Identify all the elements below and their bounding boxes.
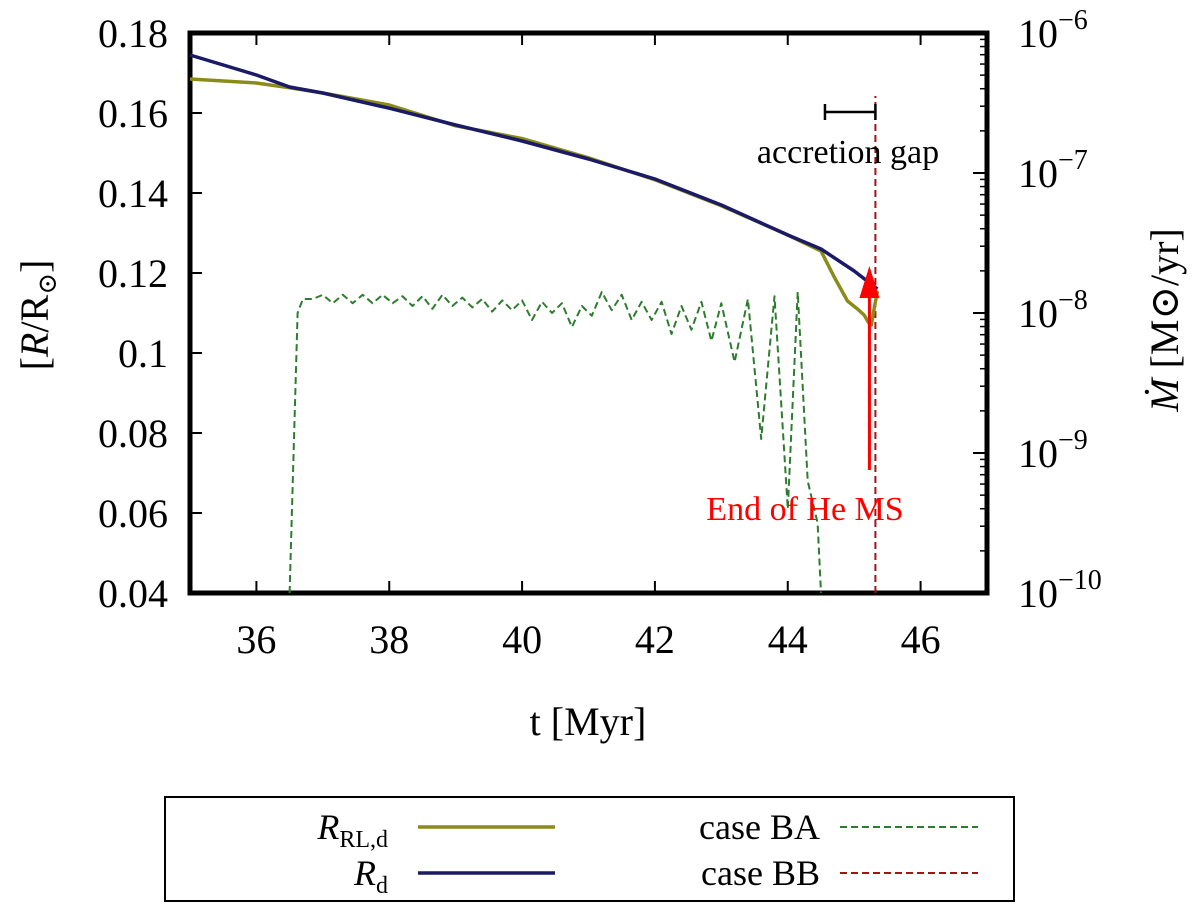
legend-label: case BB xyxy=(701,853,820,893)
y-left-tick-label: 0.06 xyxy=(98,491,168,536)
legend-label: Rd xyxy=(353,853,388,899)
x-tick-label: 42 xyxy=(635,617,675,662)
y-right-axis-label: Ṁ [M⊙/yr] xyxy=(1142,228,1187,412)
x-tick-label: 44 xyxy=(768,617,808,662)
plot-area: 36 38 40 42 44 46 0.04 0.06 0.08 0.1 0.12 0.14 0.16… xyxy=(98,5,1102,662)
x-tick-label: 38 xyxy=(369,617,409,662)
x-axis-label: t [Myr] xyxy=(530,699,647,744)
y-right-axis-ticks: 10−10 10−9 10−8 10−7 10−6 xyxy=(973,5,1102,616)
y-left-tick-label: 0.18 xyxy=(98,11,168,56)
y-right-tick-label: 10−7 xyxy=(1018,145,1088,196)
x-tick-label: 36 xyxy=(236,617,276,662)
legend: RRL,dRd case BA case BB xyxy=(164,796,1015,902)
y-left-tick-label: 0.12 xyxy=(98,251,168,296)
y-left-tick-label: 0.1 xyxy=(118,331,168,376)
x-axis-ticks: 36 38 40 42 44 46 xyxy=(236,33,941,662)
y-right-tick-label: 10−10 xyxy=(1018,565,1102,616)
y-left-axis-ticks: 0.04 0.06 0.08 0.1 0.12 0.14 0.16 0.18 xyxy=(98,11,202,616)
y-left-tick-label: 0.08 xyxy=(98,411,168,456)
y-right-tick-label: 10−9 xyxy=(1018,425,1088,476)
accretion-gap-annotation xyxy=(823,104,877,120)
accretion-gap-label: accretion gap xyxy=(757,134,939,171)
series-case-ba xyxy=(288,291,822,594)
legend-label: case BA xyxy=(699,807,820,847)
series-r-d xyxy=(189,53,879,291)
end-he-ms-label: End of He MS xyxy=(706,491,903,528)
y-left-axis-label: [R/R⊙] xyxy=(12,260,62,371)
y-right-tick-label: 10−8 xyxy=(1018,285,1088,336)
y-left-tick-label: 0.04 xyxy=(98,571,168,616)
x-tick-label: 40 xyxy=(502,617,542,662)
arrow-head xyxy=(859,266,880,298)
legend-label: RRL,d xyxy=(316,807,388,853)
x-tick-label: 46 xyxy=(901,617,941,662)
y-left-tick-label: 0.14 xyxy=(98,171,168,216)
y-left-tick-label: 0.16 xyxy=(98,91,168,136)
legend-box xyxy=(164,796,1015,902)
y-right-tick-label: 10−6 xyxy=(1018,5,1088,56)
end-he-ms-arrow xyxy=(859,266,880,470)
series-r-rl-d xyxy=(189,77,880,327)
